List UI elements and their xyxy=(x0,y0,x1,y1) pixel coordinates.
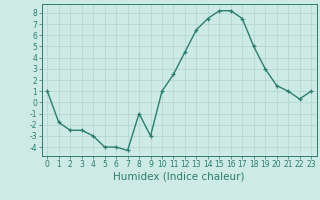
X-axis label: Humidex (Indice chaleur): Humidex (Indice chaleur) xyxy=(114,172,245,182)
